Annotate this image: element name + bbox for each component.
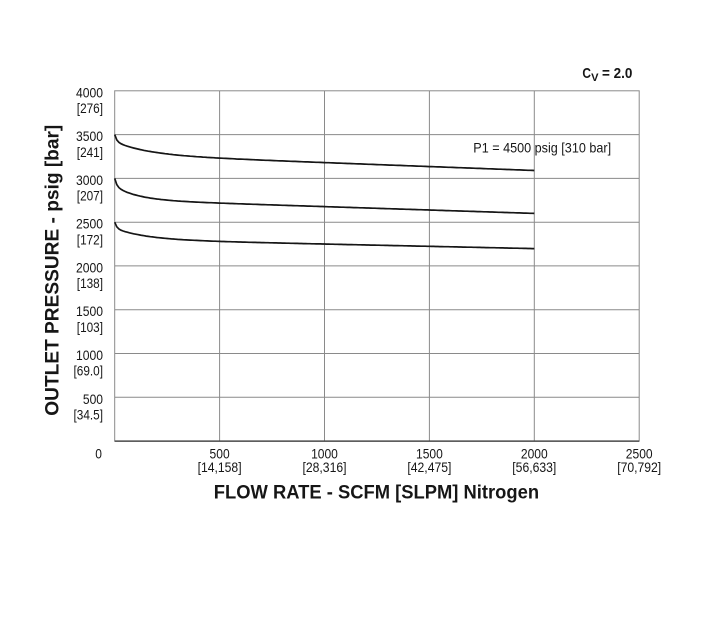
svg-text:2500: 2500 — [626, 446, 653, 462]
svg-text:[28,316]: [28,316] — [303, 459, 347, 475]
svg-text:[241]: [241] — [77, 144, 103, 160]
svg-text:3000: 3000 — [76, 172, 103, 188]
svg-text:[69.0]: [69.0] — [74, 363, 104, 379]
svg-text:2000: 2000 — [76, 260, 103, 276]
svg-text:1500: 1500 — [76, 303, 103, 319]
svg-text:[42,475]: [42,475] — [407, 459, 451, 475]
svg-text:C: C — [582, 65, 591, 82]
svg-text:1000: 1000 — [311, 446, 338, 462]
svg-text:[138]: [138] — [77, 275, 103, 291]
svg-text:V: V — [591, 72, 599, 84]
svg-text:[70,792]: [70,792] — [617, 459, 661, 475]
svg-text:1500: 1500 — [416, 446, 443, 462]
svg-text:[34.5]: [34.5] — [74, 407, 104, 423]
svg-text:[56,633]: [56,633] — [512, 459, 556, 475]
svg-text:[14,158]: [14,158] — [198, 459, 242, 475]
svg-text:0: 0 — [95, 445, 102, 461]
svg-text:[103]: [103] — [77, 319, 103, 335]
svg-text:FLOW RATE - SCFM [SLPM] Nitrog: FLOW RATE - SCFM [SLPM] Nitrogen — [214, 483, 539, 504]
svg-text:1000: 1000 — [76, 347, 103, 363]
svg-text:OUTLET PRESSURE - psig [bar]: OUTLET PRESSURE - psig [bar] — [43, 125, 64, 416]
svg-text:P1 = 4500 psig [310 bar]: P1 = 4500 psig [310 bar] — [473, 139, 611, 155]
svg-text:500: 500 — [210, 446, 230, 462]
svg-text:2500: 2500 — [76, 216, 103, 232]
svg-text:3500: 3500 — [76, 128, 103, 144]
svg-text:= 2.0: = 2.0 — [602, 65, 632, 82]
svg-text:4000: 4000 — [76, 84, 103, 100]
svg-text:[207]: [207] — [77, 188, 103, 204]
svg-text:2000: 2000 — [521, 446, 548, 462]
svg-text:[276]: [276] — [77, 100, 103, 116]
svg-text:500: 500 — [83, 391, 103, 407]
svg-text:[172]: [172] — [77, 231, 103, 247]
